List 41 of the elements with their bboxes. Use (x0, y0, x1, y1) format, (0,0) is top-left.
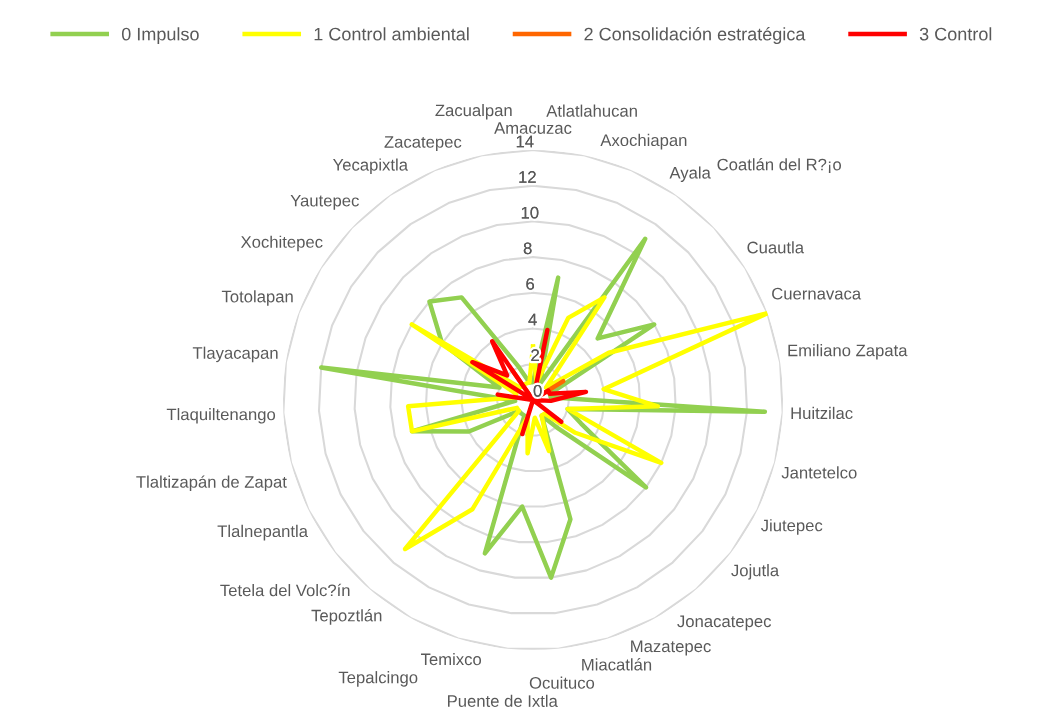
spoke-label: Tepalcingo (338, 671, 418, 687)
spoke-label: Cuernavaca (772, 287, 862, 300)
spoke-label: Tetela del Volc?ín (220, 583, 350, 597)
spoke-label: Mazatepec (631, 640, 711, 656)
spoke-label: Cuautla (747, 241, 805, 254)
spoke-label: Ayala (669, 166, 711, 182)
spoke-label: Jantetelco (781, 466, 857, 479)
spoke-label: Miacatlán (582, 658, 652, 671)
spoke-label: Tlalnepantla (217, 524, 308, 541)
spoke-label: Ocuituco (529, 676, 595, 689)
spoke-label: Temixco (421, 653, 482, 666)
spoke-label: Tlaltizapán de Zapat (136, 475, 287, 492)
legend-label: 3 Control (919, 27, 992, 41)
spoke-label: Totolapan (221, 290, 293, 306)
y-tick-label: 6 (526, 278, 535, 290)
spoke-label: Huitzilac (791, 406, 853, 420)
spoke-label: Jojutla (731, 564, 780, 580)
spoke-label: Puente de Ixtla (448, 694, 558, 707)
spoke-label: Yecapixtla (332, 158, 408, 174)
spoke-label: Tlayacapan (192, 346, 278, 363)
y-tick-label: 10 (521, 206, 539, 219)
spoke-label: Xochitepec (240, 235, 323, 252)
spoke-label: Jiutepec (760, 519, 823, 535)
y-tick-label: 8 (523, 242, 532, 255)
y-tick-label: 4 (528, 313, 537, 326)
y-tick-label: 12 (519, 171, 536, 183)
spoke-label: Tepoztlán (311, 609, 382, 625)
spoke-label: Yautepec (290, 194, 359, 210)
spoke-label: Emiliano Zapata (788, 344, 908, 360)
spoke-label: Zacatepec (384, 136, 462, 152)
legend-label: 2 Consolidación estratégica (584, 27, 806, 45)
spoke-label: Axochiapan (600, 133, 687, 150)
spoke-label: Zacualpan (435, 104, 512, 120)
spoke-label: Tlaquiltenango (166, 408, 276, 424)
spoke-label: Coatlán del R?¡o (717, 158, 842, 173)
spoke-label: Atlatlahucan (546, 104, 637, 117)
legend-label: 0 Impulso (121, 27, 199, 45)
y-tick-label: 14 (516, 135, 534, 148)
legend-label: 1 Control ambiental (314, 27, 469, 41)
spoke-label: Jonacatepec (677, 615, 772, 631)
spoke-label: Amacuzac (494, 122, 572, 134)
